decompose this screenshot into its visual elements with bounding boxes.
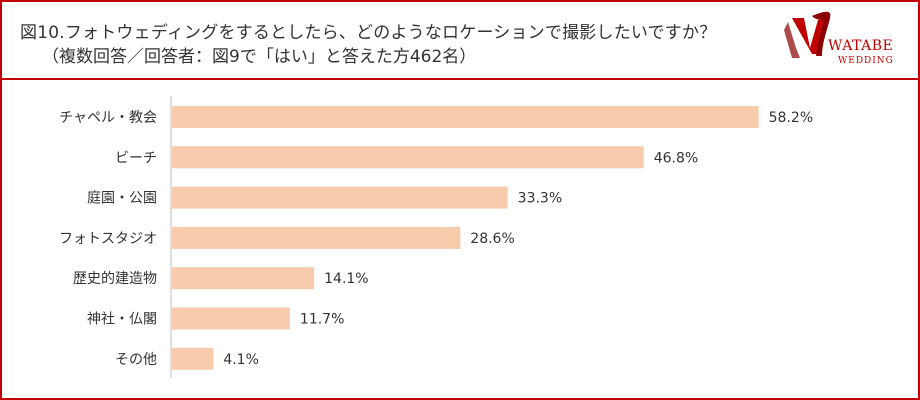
- value-label: 14.1%: [324, 271, 368, 287]
- bar: [172, 186, 508, 209]
- value-label: 33.3%: [518, 191, 562, 207]
- logo-text-wedding: WEDDING: [838, 56, 894, 66]
- value-label: 58.2%: [769, 110, 813, 126]
- category-label: その他: [115, 352, 157, 368]
- category-label: フォトスタジオ: [59, 231, 157, 247]
- bar: [172, 226, 461, 249]
- category-label: 歴史的建造物: [73, 271, 157, 287]
- watabe-logo-mark: [784, 11, 831, 58]
- value-label: 11.7%: [300, 312, 344, 328]
- bars-group: チャペル・教会 58.2% ビーチ 46.8% 庭園・公園 33.3% フォトスタジオ 28.…: [59, 106, 813, 370]
- bar: [172, 106, 759, 128]
- bar: [172, 307, 290, 330]
- category-label: 庭園・公園: [87, 190, 157, 207]
- bar-chart: チャペル・教会 58.2% ビーチ 46.8% 庭園・公園 33.3% フォトスタジオ 28.…: [59, 96, 813, 378]
- logo-text-watabe: WATABE: [828, 38, 894, 54]
- chart-subtitle: （複数回答／回答者：図9で「はい」と答えた方462名）: [42, 47, 477, 67]
- chart-header: 図10.フォトウェディングをするとしたら、どのようなロケーションで撮影したいです…: [2, 2, 918, 80]
- category-label: 神社・仏閣: [87, 312, 157, 328]
- value-label: 46.8%: [654, 150, 698, 166]
- value-label: 28.6%: [470, 231, 514, 247]
- chart-title: 図10.フォトウェディングをするとしたら、どのようなロケーションで撮影したいです…: [20, 23, 717, 43]
- bar: [172, 146, 644, 169]
- category-label: チャペル・教会: [59, 110, 157, 126]
- bar: [172, 267, 315, 290]
- bar: [172, 347, 214, 370]
- category-label: ビーチ: [115, 150, 157, 166]
- value-label: 4.1%: [223, 352, 259, 368]
